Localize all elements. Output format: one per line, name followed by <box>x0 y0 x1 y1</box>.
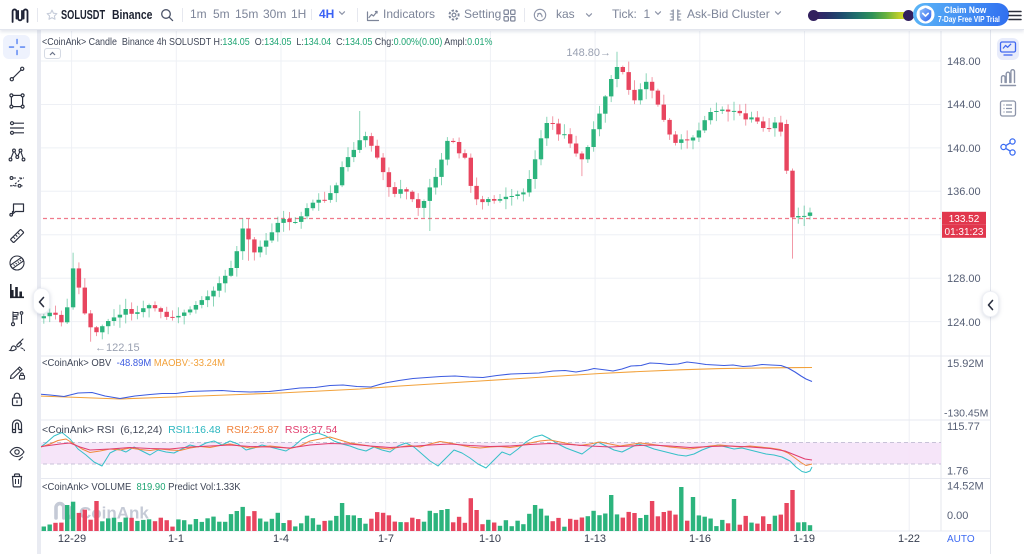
svg-text:148.80→: 148.80→ <box>566 47 611 59</box>
svg-text:144.00: 144.00 <box>947 99 981 111</box>
svg-text:-130.45M: -130.45M <box>944 408 988 420</box>
svg-text:1-7: 1-7 <box>378 533 394 545</box>
svg-text:1-10: 1-10 <box>479 533 501 545</box>
svg-text:140.00: 140.00 <box>947 143 981 155</box>
svg-text:1-16: 1-16 <box>689 533 711 545</box>
svg-text:133.52: 133.52 <box>949 214 980 225</box>
svg-text:124.00: 124.00 <box>947 317 981 329</box>
svg-text:148.00: 148.00 <box>947 56 981 68</box>
svg-text:12-29: 12-29 <box>58 533 86 545</box>
svg-text:AUTO: AUTO <box>947 534 975 545</box>
svg-text:1-4: 1-4 <box>273 533 289 545</box>
svg-text:1-1: 1-1 <box>168 533 184 545</box>
svg-text:115.77: 115.77 <box>947 421 980 433</box>
svg-text:0.00: 0.00 <box>947 510 968 522</box>
svg-text:←122.15: ←122.15 <box>95 342 140 354</box>
svg-text:1-13: 1-13 <box>584 533 606 545</box>
svg-text:14.52M: 14.52M <box>947 481 984 493</box>
svg-text:15.92M: 15.92M <box>947 358 984 370</box>
svg-text:136.00: 136.00 <box>947 186 981 198</box>
svg-text:128.00: 128.00 <box>947 273 981 285</box>
svg-text:1-19: 1-19 <box>793 533 815 545</box>
svg-text:1-22: 1-22 <box>898 533 920 545</box>
svg-text:1.76: 1.76 <box>947 466 968 478</box>
svg-text:01:31:23: 01:31:23 <box>945 227 984 238</box>
